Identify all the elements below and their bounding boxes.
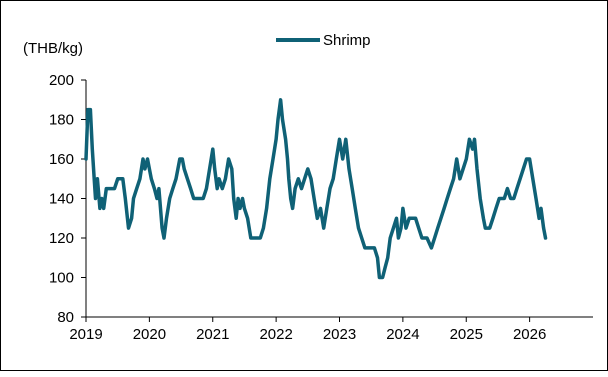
y-tick-label: 100 — [49, 270, 74, 287]
x-tick-label: 2023 — [323, 326, 356, 343]
plot-area — [84, 98, 548, 280]
x-tick-label: 2024 — [386, 326, 419, 343]
x-tick-label: 2021 — [196, 326, 229, 343]
legend-label-shrimp: Shrimp — [323, 32, 371, 49]
y-tick-label: 200 — [49, 72, 74, 89]
x-tick-label: 2019 — [69, 326, 102, 343]
y-tick-label: 140 — [49, 191, 74, 208]
y-tick-label: 120 — [49, 230, 74, 247]
x-tick-label: 2020 — [133, 326, 166, 343]
y-tick-label: 160 — [49, 151, 74, 168]
series-line-shrimp — [84, 98, 548, 280]
x-tick-label: 2025 — [450, 326, 483, 343]
y-tick-label: 180 — [49, 112, 74, 129]
x-tick-label: 2022 — [259, 326, 292, 343]
y-axis-label: (THB/kg) — [23, 40, 83, 57]
y-tick-label: 80 — [57, 309, 74, 326]
legend: Shrimp — [276, 32, 371, 49]
x-tick-label: 2026 — [513, 326, 546, 343]
axes: 80 100 120 140 160 180 200 2019 2020 2021 2022 2023… — [49, 72, 593, 343]
